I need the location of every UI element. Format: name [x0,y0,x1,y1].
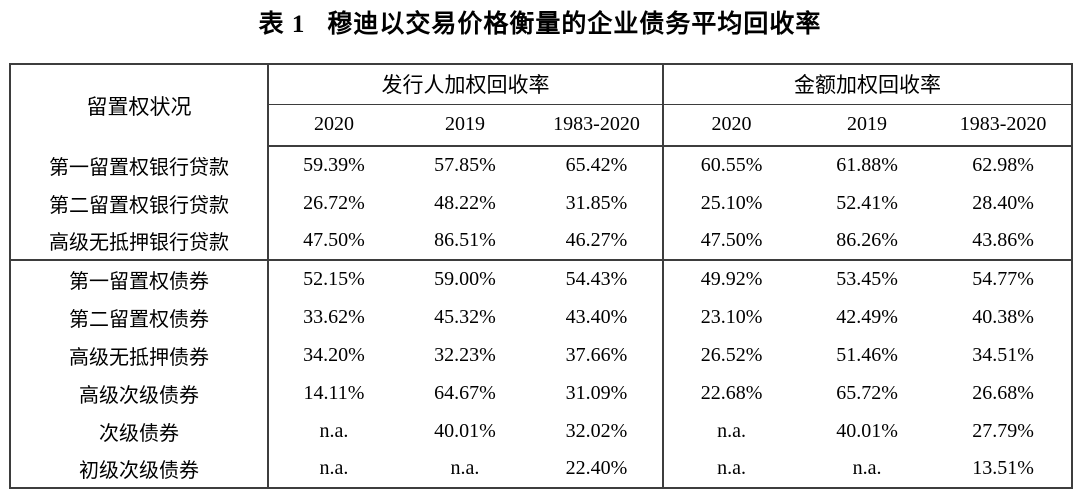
cell-value: 64.67% [434,381,496,404]
cell-value: 25.10% [700,191,763,214]
cell-value: n.a. [852,457,882,479]
row-label: 第一留置权银行贷款 [10,146,269,184]
cell-value: 22.40% [531,450,665,488]
cell-value: 52.15% [268,259,399,298]
cell-value: 51.46% [836,343,898,366]
table-body: 第一留置权银行贷款 59.39% 57.85% 65.42% 60.55% 61.88% 6… [10,146,1073,488]
cell-value: 62.98% [972,154,1034,176]
column-header-issuer-2019: 2019 [399,104,531,147]
cell-value: 43.40% [531,298,665,336]
cell-value: 57.85% [434,154,496,176]
cell-value: 52.41% [836,191,898,214]
cell-value: 47.50% [303,229,365,251]
column-header-lien-status: 留置权状况 [10,64,269,146]
table-row: 高级无抵押债券 34.20% 32.23% 37.66% 26.52% 51.46% 34.… [10,336,1072,374]
cell-value: 61.88% [836,154,898,176]
cell-value: 59.00% [399,259,531,298]
cell-value: 86.51% [434,229,496,251]
table-row: 第二留置权债券 33.62% 45.32% 43.40% 23.10% 42.49% 40.… [10,298,1072,336]
row-label: 初级次级债券 [10,450,269,488]
cell-value: 31.09% [531,374,665,412]
cell-value: 40.38% [972,305,1034,328]
cell-value: 26.68% [972,381,1034,404]
cell-value: 32.02% [531,412,665,450]
cell-value: 43.86% [972,229,1034,251]
header-year-row: 2020 2019 1983-2020 2020 2019 1983-2020 [10,104,1073,147]
row-label: 高级无抵押银行贷款 [10,222,269,260]
cell-value: 86.26% [836,229,898,251]
column-header-issuer-2020: 2020 [268,104,399,147]
cell-value: 54.77% [935,259,1073,298]
cell-value: 54.43% [531,259,665,298]
cell-value: 13.51% [972,457,1034,479]
row-label: 第二留置权债券 [10,298,269,336]
table-row: 初级次级债券 n.a. n.a. 22.40% n.a. n.a. 13.51% [10,450,1072,488]
cell-value: 23.10% [700,305,763,328]
cell-value: n.a. [717,457,746,479]
header-group-row: 留置权状况 发行人加权回收率 金额加权回收率 [10,64,1073,146]
table-row: 高级次级债券 14.11% 64.67% 31.09% 22.68% 65.72% 26.6… [10,374,1072,412]
cell-value: 37.66% [531,336,665,374]
table-title: 表 1 穆迪以交易价格衡量的企业债务平均回收率 [0,4,1080,40]
cell-value: 53.45% [799,259,936,298]
cell-value: 32.23% [434,343,496,366]
cell-value: 42.49% [836,305,898,328]
column-header-amount-2019: 2019 [799,104,936,147]
cell-value: 28.40% [972,191,1034,214]
cell-value: 46.27% [531,222,665,260]
table-number: 表 1 [258,11,306,38]
column-group-issuer-weighted: 发行人加权回收率 [268,64,665,105]
cell-value: 47.50% [700,229,763,251]
cell-value: 40.01% [434,419,496,442]
column-header-amount-2020: 2020 [663,104,800,147]
cell-value: n.a. [319,457,349,479]
table-title-text: 穆迪以交易价格衡量的企业债务平均回收率 [327,11,822,38]
cell-value: 34.20% [303,343,365,366]
row-label: 高级无抵押债券 [10,336,269,374]
cell-value: 65.42% [531,146,665,184]
cell-value: 49.92% [663,259,800,298]
row-label: 第一留置权债券 [10,259,269,298]
cell-value: 27.79% [972,419,1034,442]
cell-value: 40.01% [836,419,898,442]
cell-value: 48.22% [434,191,496,214]
table-header: 留置权状况 发行人加权回收率 金额加权回收率 2020 2019 1983-20… [10,64,1073,147]
cell-value: 26.72% [303,191,365,214]
column-header-issuer-1983-2020: 1983-2020 [531,104,665,147]
cell-value: n.a. [717,419,746,442]
row-label: 第二留置权银行贷款 [10,184,269,222]
column-header-amount-1983-2020: 1983-2020 [935,104,1073,147]
cell-value: 45.32% [434,305,496,328]
column-group-amount-weighted: 金额加权回收率 [663,64,1073,105]
cell-value: 60.55% [700,154,763,176]
table-row: 次级债券 n.a. 40.01% 32.02% n.a. 40.01% 27.79% [10,412,1072,450]
table-row: 高级无抵押银行贷款 47.50% 86.51% 46.27% 47.50% 86.26% 4… [10,222,1072,260]
cell-value: 34.51% [972,343,1034,366]
cell-value: 26.52% [700,343,763,366]
cell-value: 14.11% [303,381,365,404]
table-row: 第二留置权银行贷款 26.72% 48.22% 31.85% 25.10% 52.41% 2… [10,184,1072,222]
cell-value: n.a. [450,457,480,479]
table-row: 第一留置权银行贷款 59.39% 57.85% 65.42% 60.55% 61.88% 6… [10,146,1072,184]
table-row: 第一留置权债券 52.15% 59.00% 54.43% 49.92% 53.45% 54.… [10,259,1073,298]
recovery-rate-table: 留置权状况 发行人加权回收率 金额加权回收率 2020 2019 1983-20… [9,63,1074,489]
cell-value: 59.39% [303,154,365,176]
cell-value: 65.72% [836,381,898,404]
row-label: 高级次级债券 [10,374,269,412]
cell-value: 31.85% [531,184,665,222]
cell-value: n.a. [319,419,349,442]
cell-value: 33.62% [303,305,365,328]
row-label: 次级债券 [10,412,269,450]
cell-value: 22.68% [700,381,763,404]
